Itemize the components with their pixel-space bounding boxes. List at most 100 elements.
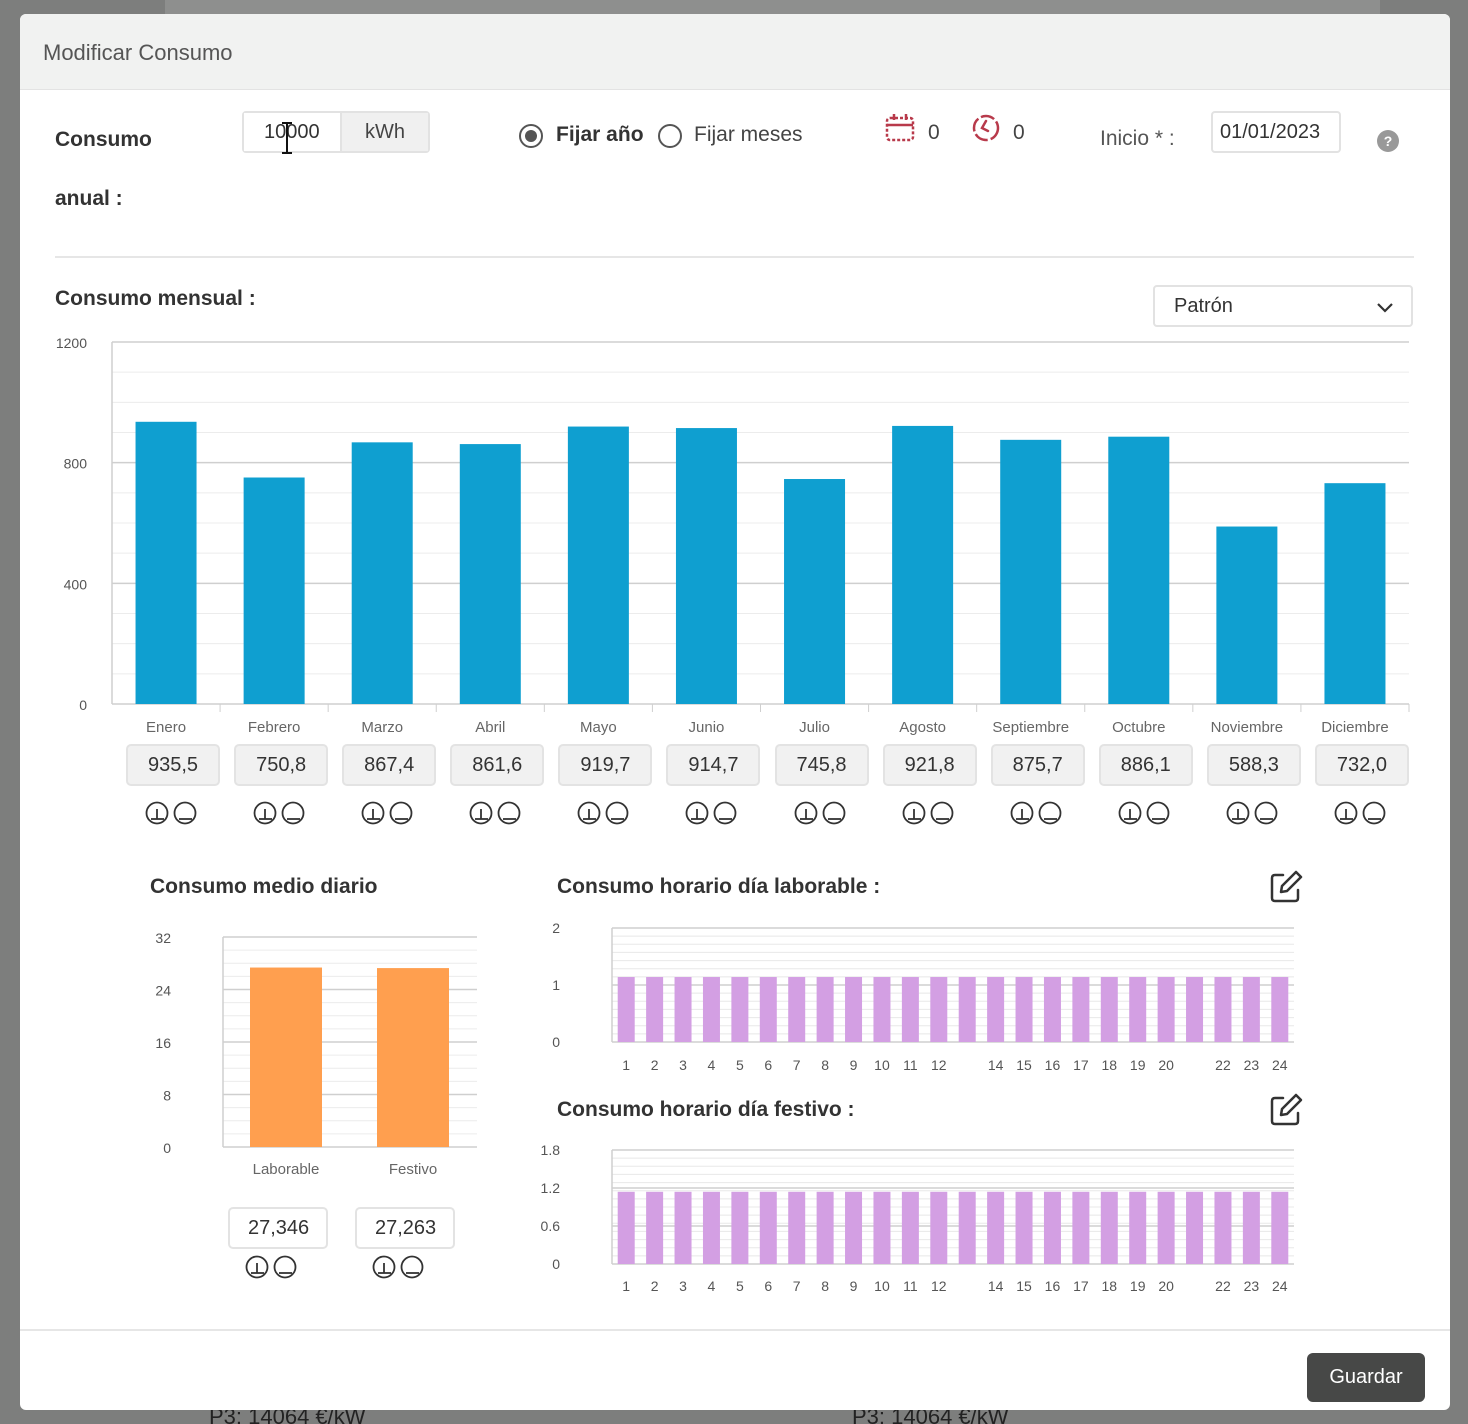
x-tick-label: 4	[708, 1057, 716, 1073]
month-value-input[interactable]: 750,8	[234, 744, 329, 786]
month-plus-icon[interactable]	[794, 801, 818, 825]
month-minus-icon[interactable]	[713, 801, 737, 825]
month-plus-icon[interactable]	[361, 801, 385, 825]
calendar-icon[interactable]	[884, 112, 916, 144]
background-panel	[165, 0, 1380, 14]
month-plus-icon[interactable]	[1334, 801, 1358, 825]
month-minus-icon[interactable]	[1254, 801, 1278, 825]
x-tick-label: 3	[679, 1057, 687, 1073]
hour-bar	[987, 1191, 1005, 1264]
month-plus-icon[interactable]	[469, 801, 493, 825]
month-plus-icon[interactable]	[1010, 801, 1034, 825]
fix-months-label[interactable]: Fijar meses	[694, 123, 803, 146]
month-plus-icon[interactable]	[1226, 801, 1250, 825]
month-value-input[interactable]: 875,7	[990, 744, 1085, 786]
y-tick-label: 400	[64, 576, 88, 592]
calendar-count: 0	[928, 121, 940, 144]
month-plus-icon[interactable]	[145, 801, 169, 825]
month-stepper	[794, 801, 846, 825]
y-tick-label: 1	[552, 977, 560, 993]
fix-months-radio[interactable]	[658, 124, 682, 148]
hour-bar	[702, 1191, 720, 1264]
x-tick-label: Festivo	[389, 1161, 437, 1178]
hour-bar	[1072, 1191, 1090, 1264]
bar-festivo	[377, 968, 449, 1147]
y-tick-label: 0	[79, 697, 87, 713]
y-tick-label: 32	[155, 930, 171, 946]
month-value-input[interactable]: 732,0	[1314, 744, 1409, 786]
daily-minus-icon[interactable]	[400, 1255, 424, 1279]
month-minus-icon[interactable]	[1038, 801, 1062, 825]
bar-febrero	[243, 477, 305, 704]
month-value-input[interactable]: 919,7	[558, 744, 653, 786]
x-tick-label: 18	[1102, 1057, 1118, 1073]
month-minus-icon[interactable]	[497, 801, 521, 825]
x-tick-label: 23	[1244, 1057, 1260, 1073]
hour-bar	[646, 1191, 664, 1264]
help-icon[interactable]: ?	[1377, 130, 1399, 152]
month-minus-icon[interactable]	[1146, 801, 1170, 825]
month-plus-icon[interactable]	[685, 801, 709, 825]
clock-icon[interactable]	[970, 112, 1002, 144]
month-stepper	[145, 801, 197, 825]
unit-addon: kWh	[342, 113, 428, 151]
save-button[interactable]: Guardar	[1307, 1353, 1425, 1402]
daily-plus-icon[interactable]	[372, 1255, 396, 1279]
month-value-input[interactable]: 867,4	[342, 744, 437, 786]
hour-bar	[1271, 977, 1289, 1042]
month-plus-icon[interactable]	[1118, 801, 1142, 825]
month-value-input[interactable]: 886,1	[1098, 744, 1193, 786]
edit-holiday-icon[interactable]	[1268, 1092, 1304, 1128]
hour-bar	[646, 977, 664, 1042]
x-tick-label: 24	[1272, 1278, 1288, 1294]
month-value-input[interactable]: 914,7	[666, 744, 761, 786]
pattern-select[interactable]: Patrón	[1153, 285, 1413, 327]
fix-year-radio[interactable]	[519, 124, 543, 148]
month-value-input[interactable]: 745,8	[774, 744, 869, 786]
month-minus-icon[interactable]	[822, 801, 846, 825]
month-plus-icon[interactable]	[902, 801, 926, 825]
month-plus-icon[interactable]	[253, 801, 277, 825]
month-minus-icon[interactable]	[605, 801, 629, 825]
x-tick-label: Laborable	[253, 1161, 320, 1178]
hour-bar	[901, 1191, 919, 1264]
month-value-input[interactable]: 921,8	[882, 744, 977, 786]
hour-bar	[1043, 1191, 1061, 1264]
month-plus-icon[interactable]	[577, 801, 601, 825]
hour-bar	[1186, 977, 1204, 1042]
x-tick-label: 8	[821, 1278, 829, 1294]
y-tick-label: 1.2	[541, 1180, 561, 1196]
month-minus-icon[interactable]	[1362, 801, 1386, 825]
bar-marzo	[351, 442, 413, 704]
hour-bar	[873, 1191, 891, 1264]
modify-consumption-modal: Modificar Consumo Consumo anual : kWh Fi…	[20, 14, 1450, 1410]
daily-plus-icon[interactable]	[245, 1255, 269, 1279]
hour-bar	[816, 1191, 834, 1264]
edit-workday-icon[interactable]	[1268, 869, 1304, 905]
x-tick-label: 17	[1073, 1057, 1089, 1073]
daily-value-input[interactable]: 27,346	[228, 1207, 328, 1249]
hour-bar	[674, 1191, 692, 1264]
annual-consumption-input[interactable]	[244, 113, 342, 151]
month-minus-icon[interactable]	[281, 801, 305, 825]
daily-minus-icon[interactable]	[273, 1255, 297, 1279]
month-minus-icon[interactable]	[389, 801, 413, 825]
month-value-input[interactable]: 935,5	[126, 744, 221, 786]
x-tick-label: 6	[764, 1057, 772, 1073]
month-stepper	[1010, 801, 1062, 825]
hour-bar	[987, 977, 1005, 1042]
hour-bar	[1100, 977, 1118, 1042]
month-value-input[interactable]: 588,3	[1206, 744, 1301, 786]
hour-bar	[1043, 977, 1061, 1042]
month-minus-icon[interactable]	[173, 801, 197, 825]
month-value-input[interactable]: 861,6	[450, 744, 545, 786]
month-minus-icon[interactable]	[930, 801, 954, 825]
daily-average-title: Consumo medio diario	[150, 875, 378, 898]
x-tick-label: Noviembre	[1211, 719, 1284, 736]
x-tick-label: 1	[622, 1057, 630, 1073]
fix-year-label[interactable]: Fijar año	[556, 123, 644, 146]
month-stepper	[361, 801, 413, 825]
daily-value-input[interactable]: 27,263	[355, 1207, 455, 1249]
start-date-input[interactable]: 01/01/2023	[1211, 111, 1341, 153]
hour-bar	[845, 977, 863, 1042]
